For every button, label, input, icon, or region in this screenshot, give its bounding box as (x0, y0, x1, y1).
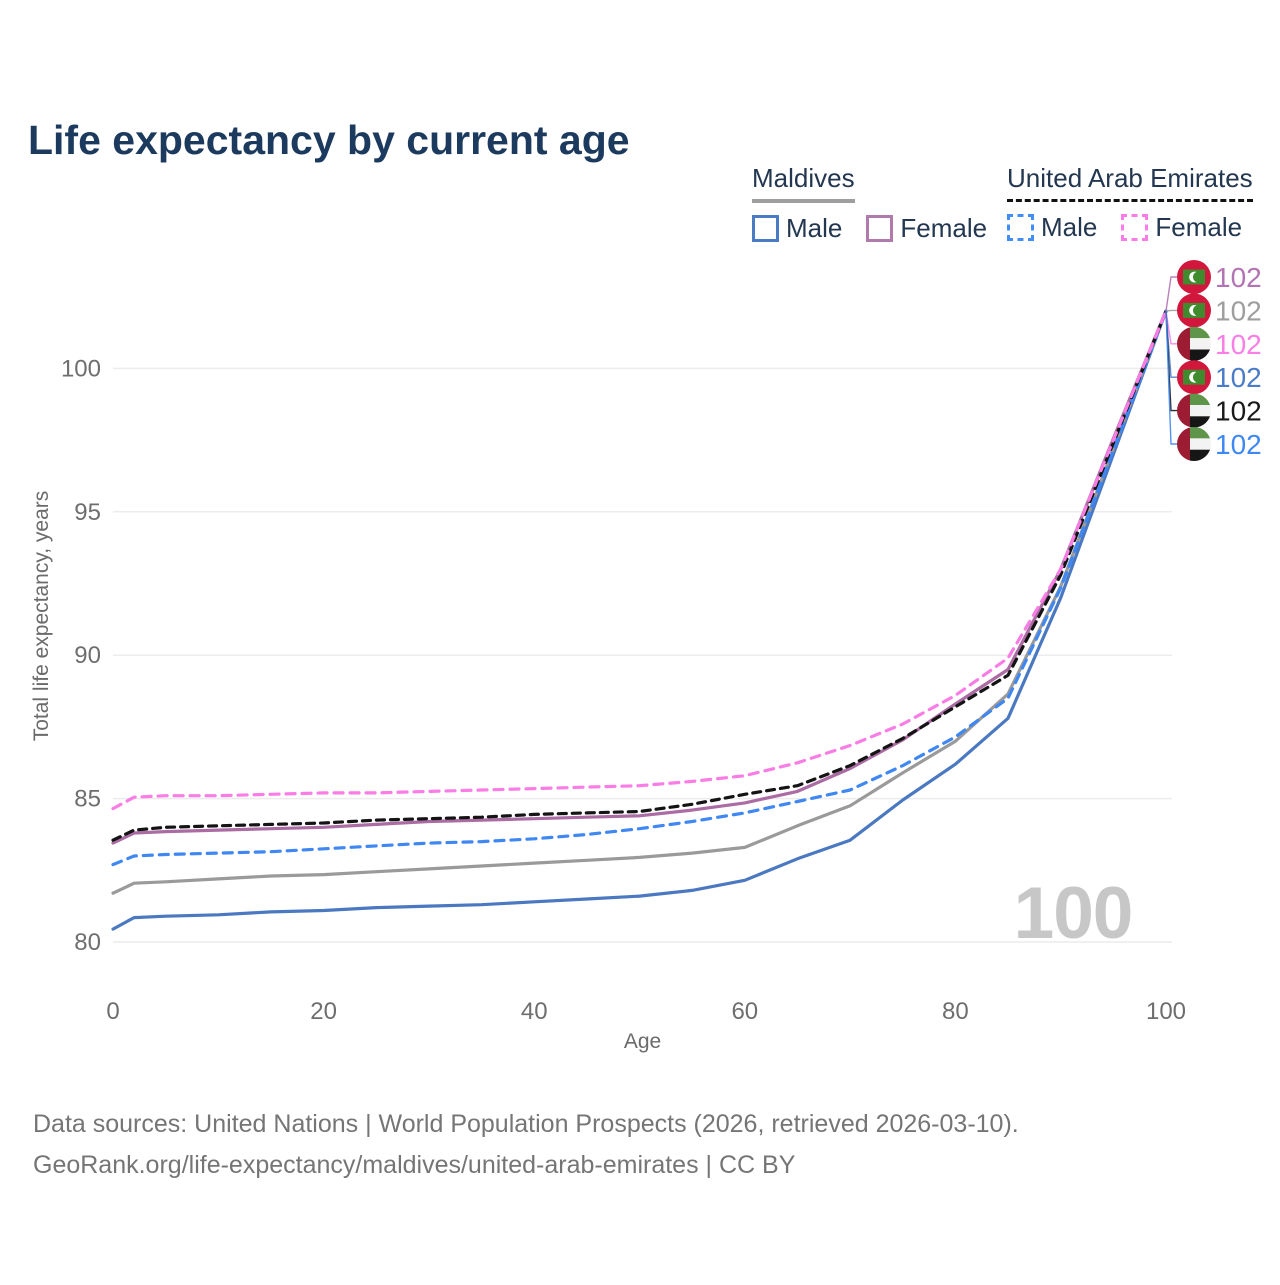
end-value-label-maldives-female: 102 (1215, 262, 1262, 293)
maldives-flag-icon (1177, 360, 1211, 395)
legend-swatch-maldives-male (752, 215, 779, 242)
legend-label-maldives-male: Male (786, 213, 843, 243)
x-tick-label: 40 (521, 998, 548, 1025)
legend-group-uae: United Arab Emirates Male Female (1007, 163, 1253, 243)
legend-group-maldives: Maldives Male Female (752, 163, 987, 244)
footer-data-sources: Data sources: United Nations | World Pop… (33, 1110, 1019, 1138)
end-value-label-united-arab-emirates-female: 102 (1215, 329, 1262, 360)
end-value-label-maldives-both-sexes: 102 (1215, 295, 1262, 326)
legend-item-uae-male: Male (1007, 212, 1097, 243)
end-value-label-united-arab-emirates-both-sexes: 102 (1215, 396, 1262, 427)
leader-line-united-arab-emirates-female (1165, 310, 1177, 345)
y-axis-title: Total life expectancy, years (30, 491, 53, 742)
series-line-united-arab-emirates-both-sexes (111, 309, 1168, 842)
leader-line-maldives-female (1165, 276, 1177, 312)
legend-label-uae-female: Female (1155, 212, 1243, 242)
series-line-maldives-female (111, 309, 1168, 845)
legend-item-maldives-female: Female (866, 213, 987, 244)
legend-country-uae: United Arab Emirates (1007, 163, 1253, 202)
series-line-maldives-both-sexes (111, 309, 1168, 895)
x-tick-label: 100 (1146, 998, 1186, 1025)
legend-swatch-uae-male (1007, 214, 1034, 241)
x-axis-title: Age (624, 1030, 661, 1053)
legend-country-maldives: Maldives (752, 163, 855, 203)
x-tick-label: 60 (731, 998, 758, 1025)
leader-line-maldives-both-sexes (1165, 309, 1177, 312)
legend-items-maldives: Male Female (752, 213, 987, 244)
series-line-united-arab-emirates-female (111, 309, 1168, 811)
maldives-flag-icon (1177, 293, 1211, 328)
watermark: 100 (1014, 873, 1133, 954)
legend-swatch-uae-female (1121, 214, 1149, 241)
end-value-label-united-arab-emirates-male: 102 (1215, 429, 1262, 460)
uae-flag-icon (1177, 393, 1211, 428)
footer-attribution: GeoRank.org/life-expectancy/maldives/uni… (33, 1151, 796, 1179)
page-title: Life expectancy by current age (28, 117, 630, 164)
legend-swatch-maldives-female (866, 215, 894, 242)
uae-flag-icon (1177, 427, 1211, 461)
x-tick-label: 20 (310, 998, 337, 1025)
x-tick-label: 0 (106, 998, 119, 1025)
legend-label-maldives-female: Female (900, 213, 988, 243)
legend-label-uae-male: Male (1041, 212, 1098, 242)
series-line-united-arab-emirates-male (111, 309, 1168, 867)
y-tick-label: 85 (74, 786, 101, 813)
end-value-label-maldives-male: 102 (1215, 362, 1262, 393)
leader-line-united-arab-emirates-male (1165, 310, 1177, 445)
legend-items-uae: Male Female (1007, 212, 1253, 243)
y-tick-label: 90 (74, 642, 101, 669)
y-tick-label: 100 (61, 355, 101, 382)
x-tick-label: 80 (942, 998, 969, 1025)
y-tick-label: 95 (74, 499, 101, 526)
uae-flag-icon (1177, 326, 1211, 361)
legend-item-uae-female: Female (1121, 212, 1242, 243)
maldives-flag-icon (1177, 260, 1211, 294)
series-line-maldives-male (111, 309, 1168, 931)
footer: Data sources: United Nations | World Pop… (33, 1104, 1019, 1186)
legend-item-maldives-male: Male (752, 213, 842, 244)
y-tick-label: 80 (74, 929, 101, 956)
